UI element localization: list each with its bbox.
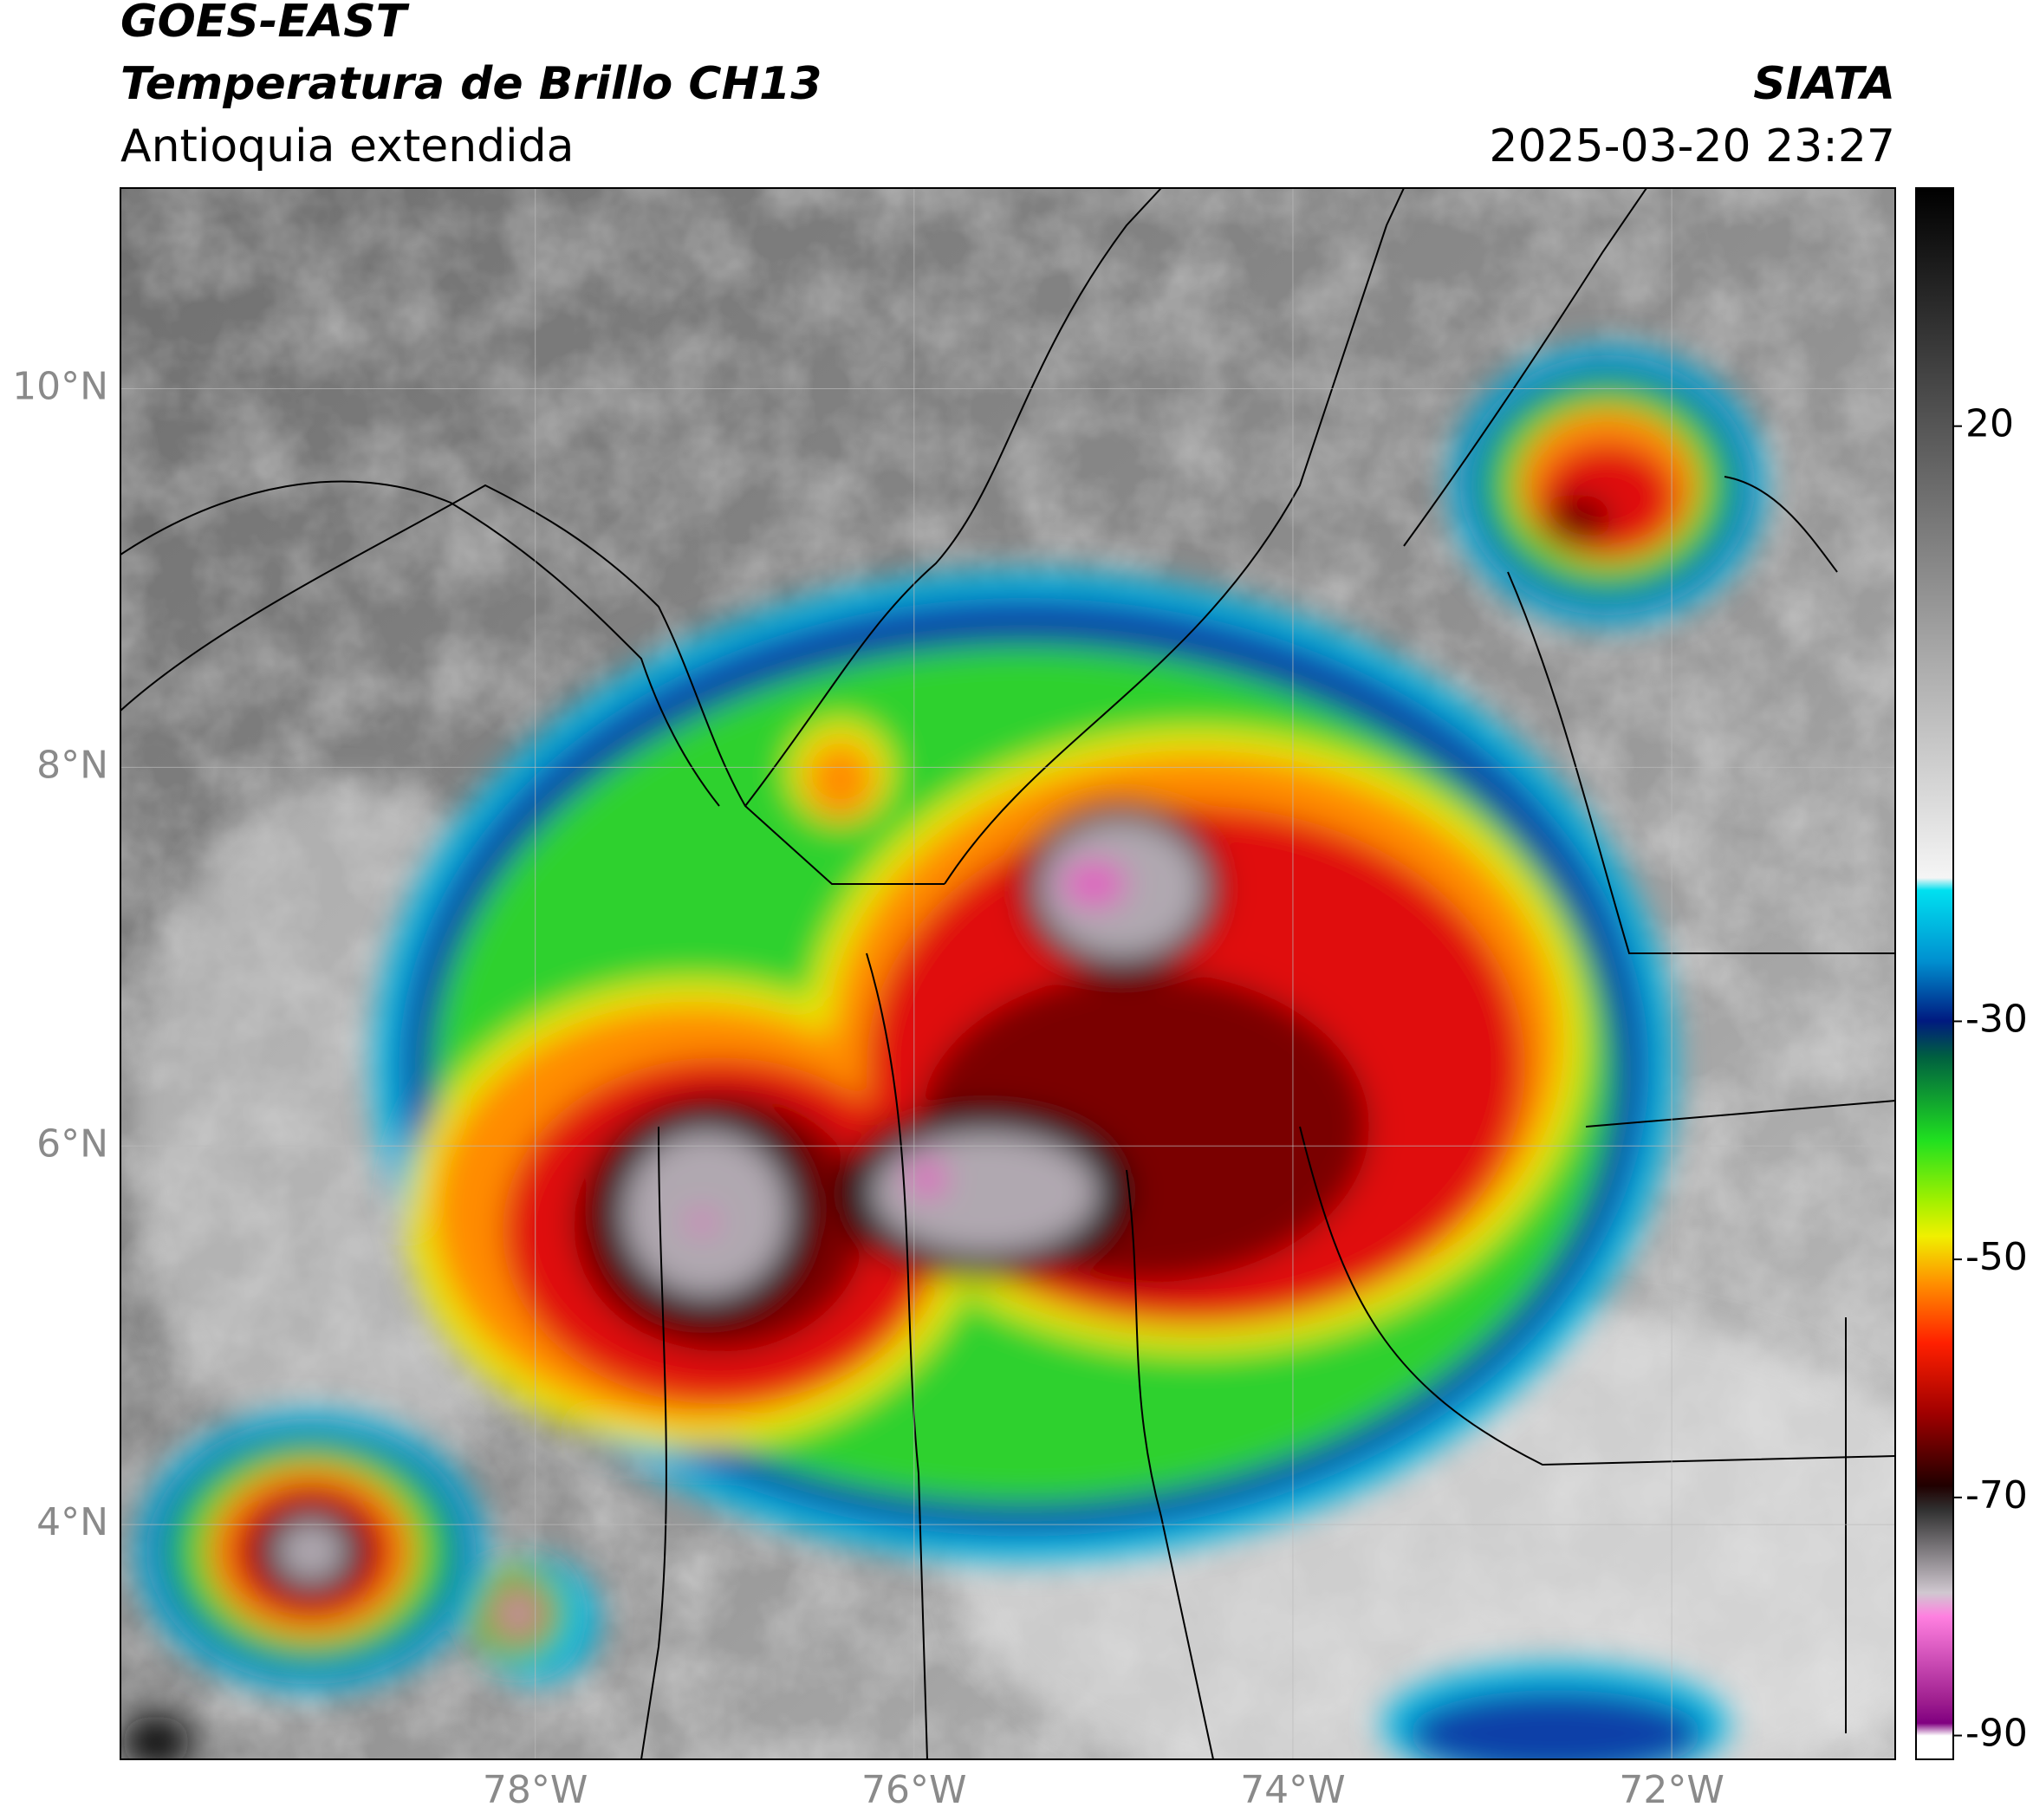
lat-tick-label: 4°N [36,1500,108,1544]
map-frame [120,187,1896,1760]
region: Antioquia extendida [120,120,575,172]
colorbar-tick-label: -50 [1965,1235,2028,1279]
lat-tick-label: 10°N [12,365,108,409]
datetime: 2025-03-20 23:27 [1489,120,1895,172]
colorbar-tick-label: 20 [1965,402,2014,446]
colorbar [1915,187,1954,1760]
lon-tick-label: 78°W [483,1768,588,1812]
satellite-image [120,188,1895,1759]
lon-tick-label: 76°W [861,1768,967,1812]
colorbar-tick-label: -90 [1965,1712,2028,1756]
lat-tick-label: 6°N [36,1121,108,1166]
lon-tick-label: 74°W [1240,1768,1346,1812]
lat-tick-label: 8°N [36,743,108,787]
lon-tick-label: 72°W [1619,1768,1724,1812]
subtitle: Temperatura de Brillo CH13 [120,58,822,110]
colorbar-tick-label: -70 [1965,1473,2028,1518]
source: SIATA [1753,58,1895,110]
colorbar-tick-label: -30 [1965,997,2028,1041]
title: GOES-EAST [120,0,410,48]
